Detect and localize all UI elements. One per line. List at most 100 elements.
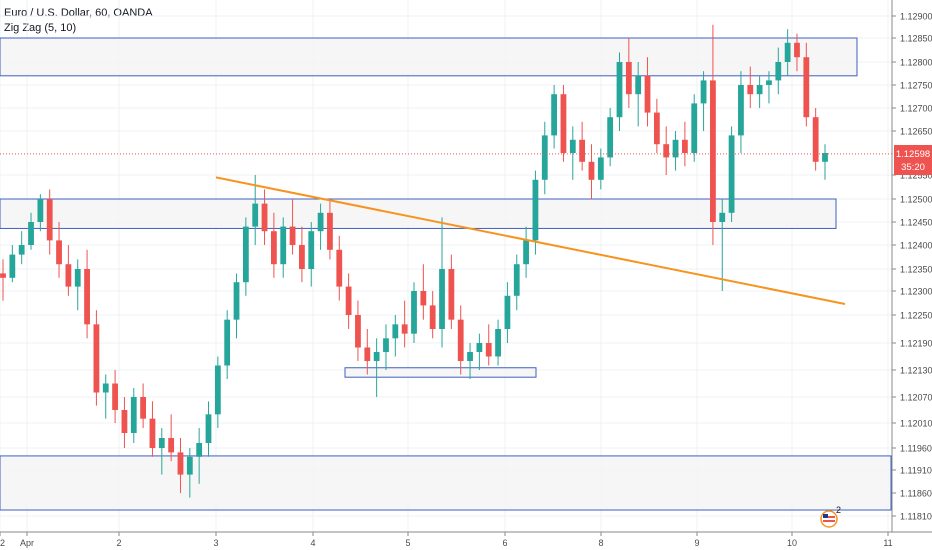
price-tick-label: 1.12400 — [900, 241, 932, 251]
candle-body — [93, 324, 100, 393]
candle-body — [401, 324, 408, 334]
candle-body — [420, 291, 427, 306]
candle-body — [299, 245, 305, 269]
candle-body — [766, 80, 772, 85]
time-axis[interactable]: Apr 2 3 4 5 6 8 9 10 11 12 — [0, 532, 893, 548]
support-resistance-zone[interactable] — [344, 367, 537, 378]
candle-body — [308, 231, 315, 269]
price-tick-label: 1.12010 — [900, 419, 932, 429]
price-tick-label: 1.12800 — [900, 58, 932, 68]
candle-body — [635, 75, 642, 95]
candle-body — [653, 112, 660, 145]
current-price-label: 1.12598 35:20 — [894, 145, 932, 175]
candle-body — [812, 117, 819, 162]
candle-body — [429, 305, 436, 329]
candle-body — [495, 329, 501, 357]
price-tick-label: 1.12750 — [900, 81, 932, 91]
indicator-label[interactable]: Zig Zag (5, 10) — [4, 22, 77, 34]
candle-body — [186, 456, 193, 475]
events-badge[interactable]: 2 — [820, 505, 841, 528]
candle-body — [102, 383, 109, 393]
candle-body — [168, 438, 175, 453]
price-tick-label: 1.12450 — [900, 218, 932, 228]
candle-body — [364, 347, 371, 361]
candle-body — [569, 139, 576, 153]
candle-body — [224, 319, 231, 366]
candle-body — [439, 269, 445, 329]
candle-body — [738, 85, 744, 136]
support-resistance-zone[interactable] — [0, 455, 892, 511]
candle-body — [588, 161, 595, 180]
candle-body — [280, 226, 287, 265]
price-tick-label: 1.12130 — [900, 366, 932, 376]
flag-icon-canton — [823, 514, 828, 518]
candle-body — [485, 343, 492, 357]
candle-body — [233, 282, 240, 320]
candle-body — [56, 240, 62, 265]
time-tick-label: 11 — [883, 538, 892, 548]
current-price-value: 1.12598 — [896, 149, 930, 160]
price-tick-label: 1.11860 — [900, 489, 932, 499]
candle-body — [411, 291, 417, 334]
candle-body — [317, 212, 324, 232]
candle-body — [130, 397, 137, 433]
candle-body — [9, 254, 16, 278]
candle-body — [84, 269, 90, 325]
candle-body — [597, 157, 604, 180]
time-tick-label: 4 — [310, 538, 315, 548]
events-count: 2 — [836, 505, 841, 515]
candle-body — [523, 240, 529, 265]
candle-body — [177, 452, 184, 475]
candle-body — [196, 443, 203, 457]
candle-body — [504, 295, 511, 329]
candle-body — [336, 249, 343, 287]
price-tick-label: 1.12550 — [900, 171, 932, 181]
candle-body — [457, 319, 464, 361]
candle-body — [710, 80, 716, 223]
candle-body — [261, 203, 268, 232]
candle-body — [822, 153, 828, 162]
candle-body — [644, 75, 651, 113]
candle-body — [345, 286, 352, 315]
candle-body — [579, 139, 586, 162]
candle-body — [46, 199, 53, 241]
time-tick-label: 3 — [213, 538, 218, 548]
candle-body — [663, 144, 670, 158]
price-axis[interactable]: 1.12900 1.12850 1.12800 1.12750 1.12700 1.126… — [892, 12, 932, 522]
candle-body — [28, 222, 34, 245]
candle-body — [747, 85, 754, 95]
time-tick-label: 8 — [598, 538, 603, 548]
candle-body — [794, 42, 800, 58]
candle-body — [700, 80, 707, 104]
zones — [0, 37, 892, 511]
candle-body — [560, 94, 567, 153]
candle-body — [18, 245, 25, 255]
time-tick-label: 6 — [502, 538, 507, 548]
candle-body — [214, 365, 221, 415]
candle-body — [252, 203, 259, 227]
time-tick-label: 12 — [0, 538, 5, 548]
support-resistance-zone[interactable] — [0, 37, 858, 77]
candle-body — [242, 226, 249, 283]
candle-body — [803, 57, 810, 118]
support-resistance-zone[interactable] — [0, 198, 837, 229]
candle-body — [719, 212, 726, 222]
candle-body — [327, 212, 333, 250]
price-tick-label: 1.12650 — [900, 127, 932, 137]
candle-body — [0, 273, 6, 278]
candle-body — [121, 410, 128, 433]
candle-body — [681, 139, 688, 153]
candle-body — [373, 352, 380, 361]
price-tick-label: 1.12500 — [900, 195, 932, 205]
candle-body — [467, 352, 473, 361]
candle-body — [728, 135, 735, 213]
candle-body — [37, 199, 44, 222]
candle-body — [784, 42, 791, 62]
candle-body — [392, 324, 399, 339]
candle-body — [616, 62, 623, 118]
candle-body — [672, 139, 679, 158]
trendline[interactable] — [215, 176, 846, 305]
candle-body — [205, 414, 212, 443]
candle-body — [476, 343, 483, 352]
